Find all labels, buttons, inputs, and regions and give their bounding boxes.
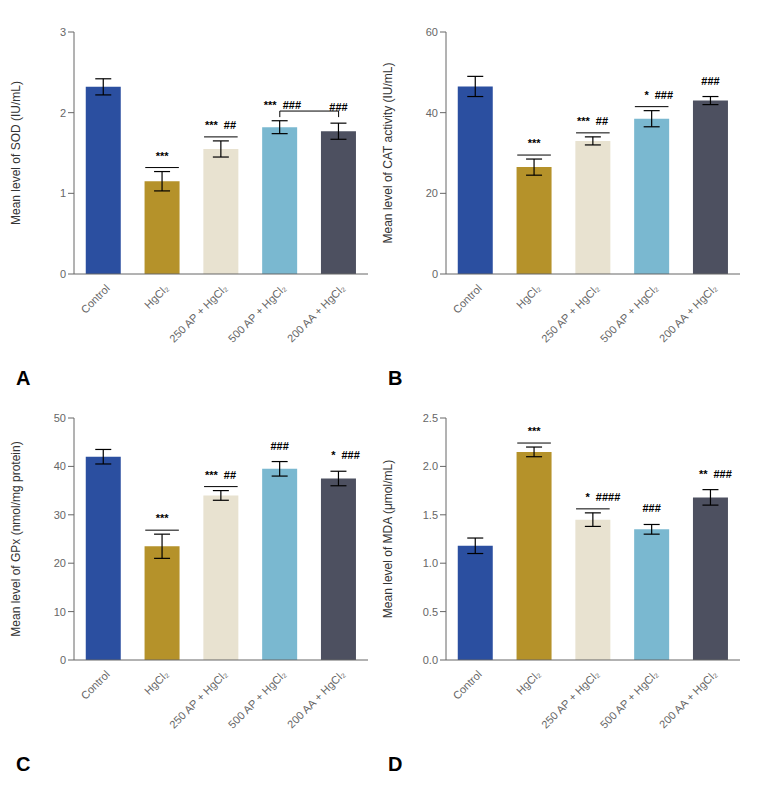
svg-text:###: ### [341,449,359,461]
svg-text:***: *** [528,137,542,149]
svg-text:***: *** [156,150,170,162]
svg-text:40: 40 [426,107,438,119]
svg-text:0: 0 [432,268,438,280]
svg-text:***: *** [528,425,542,437]
svg-text:###: ### [329,101,347,113]
svg-text:250 AP + HgCl₂: 250 AP + HgCl₂ [539,668,602,731]
svg-text:***: *** [156,512,170,524]
svg-text:0: 0 [60,654,66,666]
svg-text:**: ** [699,468,708,480]
svg-text:####: #### [596,491,620,503]
svg-text:20: 20 [426,187,438,199]
svg-text:###: ### [642,502,660,514]
svg-text:1: 1 [60,187,66,199]
svg-text:2.0: 2.0 [423,460,438,472]
svg-text:###: ### [655,89,673,101]
svg-text:250 AP + HgCl₂: 250 AP + HgCl₂ [539,282,602,345]
svg-text:HgCl₂: HgCl₂ [142,282,171,311]
svg-text:Mean level of MDA (μmol/mL): Mean level of MDA (μmol/mL) [381,460,395,618]
svg-text:Control: Control [78,282,112,316]
svg-text:*: * [644,89,649,101]
svg-text:###: ### [283,99,301,111]
svg-text:50: 50 [54,412,66,424]
svg-text:Control: Control [78,668,112,702]
svg-text:*: * [586,491,591,503]
svg-text:250 AP + HgCl₂: 250 AP + HgCl₂ [167,668,230,731]
svg-text:200 AA + HgCl₂: 200 AA + HgCl₂ [285,668,347,730]
svg-text:##: ## [596,115,608,127]
svg-text:20: 20 [54,557,66,569]
svg-text:##: ## [224,119,236,131]
svg-text:1.5: 1.5 [423,509,438,521]
svg-text:*: * [331,449,336,461]
svg-text:40: 40 [54,460,66,472]
svg-text:500 AP + HgCl₂: 500 AP + HgCl₂ [226,668,289,731]
svg-text:250 AP + HgCl₂: 250 AP + HgCl₂ [167,282,230,345]
svg-text:200 AA + HgCl₂: 200 AA + HgCl₂ [285,282,347,344]
svg-text:500 AP + HgCl₂: 500 AP + HgCl₂ [226,282,289,345]
svg-text:0.0: 0.0 [423,654,438,666]
svg-text:***: *** [264,99,278,111]
svg-text:2.5: 2.5 [423,412,438,424]
svg-text:Control: Control [450,668,484,702]
svg-text:HgCl₂: HgCl₂ [514,282,543,311]
html-text:B: B [388,367,403,389]
svg-text:500 AP + HgCl₂: 500 AP + HgCl₂ [598,668,661,731]
svg-text:###: ### [270,440,288,452]
svg-text:###: ### [701,75,719,87]
svg-text:0: 0 [60,268,66,280]
svg-text:***: *** [577,115,591,127]
svg-text:500 AP + HgCl₂: 500 AP + HgCl₂ [598,282,661,345]
html-text:A: A [16,367,31,389]
svg-text:###: ### [713,468,731,480]
svg-text:0.5: 0.5 [423,606,438,618]
svg-text:***: *** [205,469,219,481]
svg-text:HgCl₂: HgCl₂ [514,668,543,697]
svg-text:200 AA + HgCl₂: 200 AA + HgCl₂ [657,668,719,730]
svg-text:2: 2 [60,107,66,119]
svg-text:Control: Control [450,282,484,316]
svg-text:Mean level of GPx (nmol/mg pro: Mean level of GPx (nmol/mg protein) [9,441,23,636]
svg-text:3: 3 [60,26,66,38]
svg-text:***: *** [205,119,219,131]
html-text:C: C [16,753,31,775]
svg-text:Mean level of SOD (IU/mL): Mean level of SOD (IU/mL) [9,81,23,225]
svg-text:200 AA + HgCl₂: 200 AA + HgCl₂ [657,282,719,344]
svg-text:10: 10 [54,606,66,618]
svg-text:60: 60 [426,26,438,38]
svg-text:HgCl₂: HgCl₂ [142,668,171,697]
html-text:D: D [388,753,403,775]
svg-text:Mean level of CAT activity (IU: Mean level of CAT activity (IU/mL) [381,63,395,244]
svg-text:##: ## [224,469,236,481]
svg-text:30: 30 [54,509,66,521]
svg-text:1.0: 1.0 [423,557,438,569]
